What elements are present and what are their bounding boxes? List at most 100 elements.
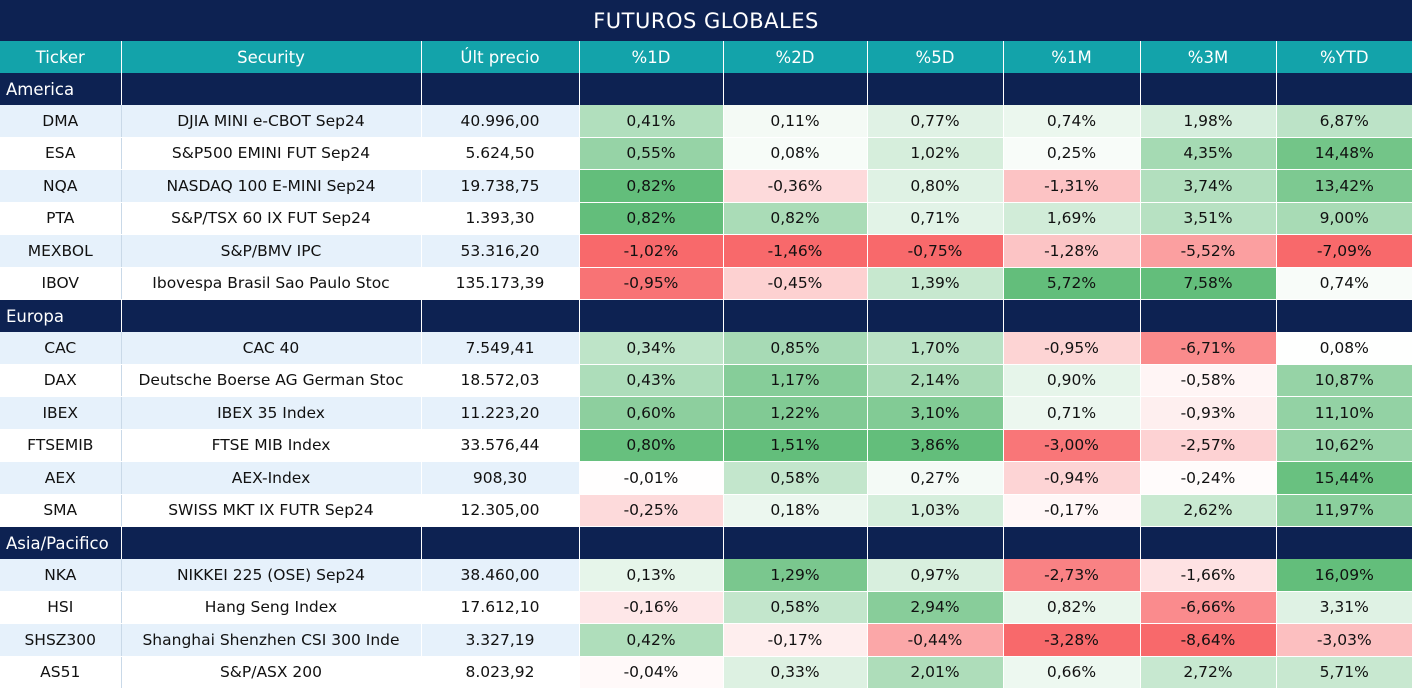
security-cell: Ibovespa Brasil Sao Paulo Stoc	[121, 267, 422, 300]
section-filler	[867, 73, 1004, 105]
last-price-cell: 18.572,03	[421, 364, 580, 397]
section-filler	[579, 526, 724, 559]
ticker-cell: IBOV	[0, 267, 122, 300]
pct-3m-cell: -8,64%	[1140, 623, 1277, 657]
last-price-cell: 908,30	[421, 461, 580, 495]
security-cell: AEX-Index	[121, 461, 422, 495]
ticker-cell: MEXBOL	[0, 234, 122, 268]
section-filler	[1003, 299, 1141, 332]
table-row: DMA DJIA MINI e-CBOT Sep24 40.996,00 0,41% 0…	[0, 105, 1412, 138]
table-row: NKA NIKKEI 225 (OSE) Sep24 38.460,00 0,13% 1…	[0, 559, 1412, 592]
pct-1d-cell: 0,41%	[579, 105, 724, 138]
pct-ytd-cell: 10,87%	[1276, 364, 1412, 397]
pct-1d-cell: 0,34%	[579, 332, 724, 365]
pct-2d-cell: -0,17%	[723, 623, 868, 657]
header-security: Security	[121, 41, 422, 73]
last-price-cell: 38.460,00	[421, 559, 580, 592]
header-pct-ytd: %YTD	[1276, 41, 1412, 73]
security-cell: S&P/ASX 200	[121, 656, 422, 689]
pct-1d-cell: 0,43%	[579, 364, 724, 397]
table-row: NQA NASDAQ 100 E-MINI Sep24 19.738,75 0,82%…	[0, 169, 1412, 203]
last-price-cell: 7.549,41	[421, 332, 580, 365]
section-label: Asia/Pacifico	[0, 526, 122, 559]
section-row: Europa	[0, 299, 1412, 332]
pct-5d-cell: -0,75%	[867, 234, 1004, 268]
table-row: DAX Deutsche Boerse AG German Stoc 18.572,…	[0, 364, 1412, 397]
section-filler	[121, 526, 422, 559]
pct-5d-cell: -0,44%	[867, 623, 1004, 657]
section-filler	[421, 73, 580, 105]
pct-5d-cell: 0,97%	[867, 559, 1004, 592]
security-cell: NIKKEI 225 (OSE) Sep24	[121, 559, 422, 592]
header-last-price: Últ precio	[421, 41, 580, 73]
pct-2d-cell: 0,85%	[723, 332, 868, 365]
table-row: AEX AEX-Index 908,30 -0,01% 0,58% 0,27% -0,94%…	[0, 461, 1412, 495]
pct-3m-cell: 4,35%	[1140, 137, 1277, 170]
pct-3m-cell: -0,58%	[1140, 364, 1277, 397]
pct-3m-cell: 2,72%	[1140, 656, 1277, 689]
last-price-cell: 40.996,00	[421, 105, 580, 138]
security-cell: S&P/TSX 60 IX FUT Sep24	[121, 202, 422, 235]
pct-1m-cell: -0,94%	[1003, 461, 1141, 495]
pct-ytd-cell: 0,08%	[1276, 332, 1412, 365]
table-row: AS51 S&P/ASX 200 8.023,92 -0,04% 0,33% 2,01% 0…	[0, 656, 1412, 689]
security-cell: Deutsche Boerse AG German Stoc	[121, 364, 422, 397]
title-row: FUTUROS GLOBALES	[0, 0, 1412, 41]
pct-ytd-cell: 3,31%	[1276, 591, 1412, 624]
pct-3m-cell: -0,93%	[1140, 396, 1277, 430]
table-row: IBEX IBEX 35 Index 11.223,20 0,60% 1,22% 3,10…	[0, 396, 1412, 430]
section-filler	[1003, 73, 1141, 105]
pct-1d-cell: 0,82%	[579, 169, 724, 203]
pct-ytd-cell: 6,87%	[1276, 105, 1412, 138]
pct-1d-cell: 0,42%	[579, 623, 724, 657]
security-cell: SWISS MKT IX FUTR Sep24	[121, 494, 422, 527]
section-filler	[1276, 299, 1412, 332]
table-row: PTA S&P/TSX 60 IX FUT Sep24 1.393,30 0,82% 0…	[0, 202, 1412, 235]
ticker-cell: PTA	[0, 202, 122, 235]
pct-2d-cell: 0,11%	[723, 105, 868, 138]
section-label: Europa	[0, 299, 122, 332]
last-price-cell: 19.738,75	[421, 169, 580, 203]
pct-1m-cell: 5,72%	[1003, 267, 1141, 300]
last-price-cell: 8.023,92	[421, 656, 580, 689]
security-cell: NASDAQ 100 E-MINI Sep24	[121, 169, 422, 203]
pct-1m-cell: -3,00%	[1003, 429, 1141, 462]
pct-5d-cell: 3,86%	[867, 429, 1004, 462]
pct-ytd-cell: 11,10%	[1276, 396, 1412, 430]
section-filler	[1276, 73, 1412, 105]
ticker-cell: SHSZ300	[0, 623, 122, 657]
section-filler	[1140, 73, 1277, 105]
ticker-cell: NKA	[0, 559, 122, 592]
pct-2d-cell: 1,29%	[723, 559, 868, 592]
pct-3m-cell: 3,51%	[1140, 202, 1277, 235]
pct-2d-cell: -1,46%	[723, 234, 868, 268]
last-price-cell: 53.316,20	[421, 234, 580, 268]
pct-3m-cell: -0,24%	[1140, 461, 1277, 495]
pct-5d-cell: 0,77%	[867, 105, 1004, 138]
table-row: FTSEMIB FTSE MIB Index 33.576,44 0,80% 1,51%…	[0, 429, 1412, 462]
pct-ytd-cell: -3,03%	[1276, 623, 1412, 657]
pct-1d-cell: -1,02%	[579, 234, 724, 268]
pct-5d-cell: 2,01%	[867, 656, 1004, 689]
last-price-cell: 11.223,20	[421, 396, 580, 430]
pct-1m-cell: 1,69%	[1003, 202, 1141, 235]
pct-2d-cell: -0,45%	[723, 267, 868, 300]
ticker-cell: FTSEMIB	[0, 429, 122, 462]
pct-1d-cell: 0,60%	[579, 396, 724, 430]
header-pct-1m: %1M	[1003, 41, 1141, 73]
section-filler	[723, 299, 868, 332]
security-cell: FTSE MIB Index	[121, 429, 422, 462]
header-pct-3m: %3M	[1140, 41, 1277, 73]
pct-3m-cell: 7,58%	[1140, 267, 1277, 300]
pct-ytd-cell: 11,97%	[1276, 494, 1412, 527]
last-price-cell: 17.612,10	[421, 591, 580, 624]
table-row: CAC CAC 40 7.549,41 0,34% 0,85% 1,70% -0,95% -6…	[0, 332, 1412, 365]
pct-1m-cell: 0,71%	[1003, 396, 1141, 430]
pct-3m-cell: 3,74%	[1140, 169, 1277, 203]
table-row: IBOV Ibovespa Brasil Sao Paulo Stoc 135.17…	[0, 267, 1412, 300]
pct-1d-cell: 0,82%	[579, 202, 724, 235]
security-cell: CAC 40	[121, 332, 422, 365]
pct-1d-cell: 0,80%	[579, 429, 724, 462]
